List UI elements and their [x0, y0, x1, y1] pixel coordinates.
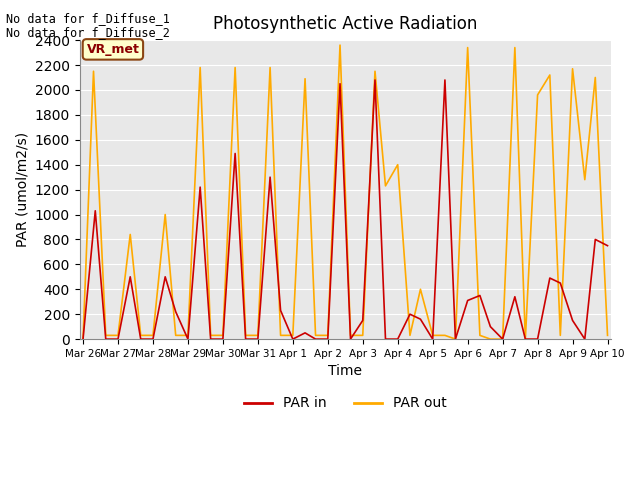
Text: VR_met: VR_met: [86, 43, 140, 56]
Text: No data for f_Diffuse_2: No data for f_Diffuse_2: [6, 26, 170, 39]
X-axis label: Time: Time: [328, 364, 362, 378]
Legend: PAR in, PAR out: PAR in, PAR out: [238, 391, 452, 416]
Y-axis label: PAR (umol/m2/s): PAR (umol/m2/s): [15, 132, 29, 247]
Text: No data for f_Diffuse_1: No data for f_Diffuse_1: [6, 12, 170, 25]
Title: Photosynthetic Active Radiation: Photosynthetic Active Radiation: [213, 15, 477, 33]
